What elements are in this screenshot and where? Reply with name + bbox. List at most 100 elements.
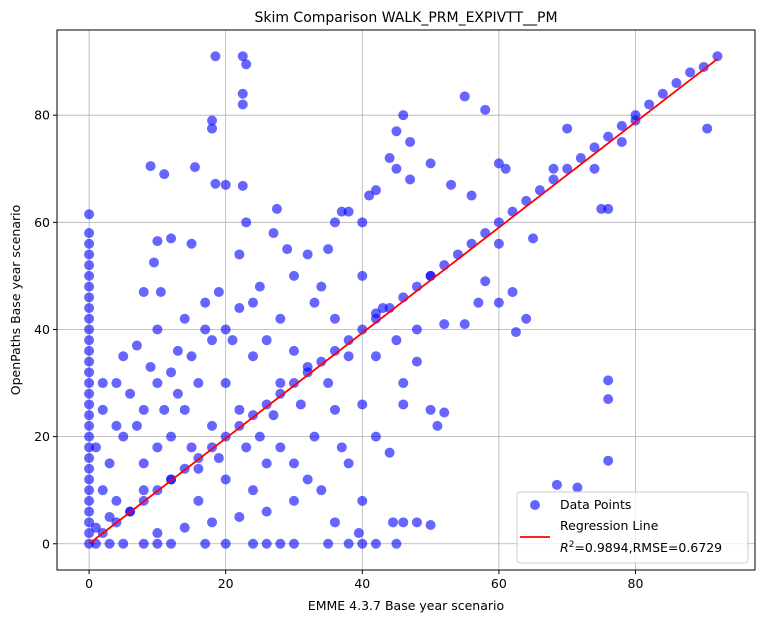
data-point — [118, 431, 129, 442]
data-point — [179, 313, 190, 324]
data-point — [493, 238, 504, 249]
data-point — [131, 420, 142, 431]
data-point — [480, 104, 491, 115]
data-point — [425, 158, 436, 169]
data-point — [398, 399, 409, 410]
y-tick-label: 0 — [42, 536, 50, 551]
data-point — [84, 260, 95, 271]
data-point — [398, 378, 409, 389]
data-point — [84, 281, 95, 292]
data-point — [493, 297, 504, 308]
data-point — [84, 453, 95, 464]
data-point — [391, 126, 402, 137]
data-point — [84, 388, 95, 399]
data-point — [220, 324, 231, 335]
data-point — [288, 538, 299, 549]
data-point — [84, 495, 95, 506]
data-point — [329, 404, 340, 415]
data-point — [411, 356, 422, 367]
data-point — [452, 249, 463, 260]
data-point — [138, 404, 149, 415]
data-point — [572, 482, 583, 493]
data-point — [155, 286, 166, 297]
data-point — [159, 169, 170, 180]
data-point — [84, 517, 95, 528]
data-point — [118, 538, 129, 549]
data-point — [425, 404, 436, 415]
data-point — [261, 506, 272, 517]
data-point — [234, 404, 245, 415]
data-point — [152, 442, 163, 453]
data-point — [336, 206, 347, 217]
data-point — [97, 378, 108, 389]
data-point — [370, 538, 381, 549]
data-point — [575, 153, 586, 164]
data-point — [152, 324, 163, 335]
data-point — [603, 375, 614, 386]
data-point — [316, 281, 327, 292]
data-point — [200, 538, 211, 549]
data-point — [702, 123, 713, 134]
data-point — [329, 345, 340, 356]
y-tick-label: 80 — [34, 108, 50, 123]
data-point — [275, 538, 286, 549]
data-point — [210, 178, 221, 189]
data-point — [302, 249, 313, 260]
data-point — [589, 142, 600, 153]
data-point — [138, 485, 149, 496]
data-point — [521, 195, 532, 206]
legend-r2-rmse: R2=0.9894,RMSE=0.6729 — [560, 540, 722, 555]
data-point — [370, 185, 381, 196]
data-point — [148, 257, 159, 268]
data-point — [241, 442, 252, 453]
data-point — [282, 244, 293, 255]
legend-data-points: Data Points — [560, 497, 631, 512]
data-point — [357, 217, 368, 228]
data-point — [207, 335, 218, 346]
data-point — [261, 335, 272, 346]
data-point — [388, 517, 399, 528]
data-point — [275, 378, 286, 389]
data-point — [166, 367, 177, 378]
x-tick-label: 60 — [491, 576, 507, 591]
data-point — [295, 399, 306, 410]
data-point — [193, 378, 204, 389]
data-point — [466, 238, 477, 249]
data-point — [510, 327, 521, 338]
data-point — [698, 61, 709, 72]
data-point — [548, 163, 559, 174]
data-point — [254, 281, 265, 292]
data-point — [411, 324, 422, 335]
data-point — [671, 78, 682, 89]
data-point — [104, 458, 115, 469]
data-point — [248, 297, 259, 308]
data-point — [84, 209, 95, 220]
data-point — [172, 388, 183, 399]
data-point — [473, 297, 484, 308]
data-point — [84, 378, 95, 389]
data-point — [603, 131, 614, 142]
data-point — [275, 313, 286, 324]
data-point — [323, 378, 334, 389]
data-point — [405, 136, 416, 147]
data-point — [329, 313, 340, 324]
data-point — [288, 458, 299, 469]
data-point — [603, 203, 614, 214]
data-point — [234, 249, 245, 260]
data-point — [323, 244, 334, 255]
data-point — [432, 420, 443, 431]
data-point — [200, 324, 211, 335]
data-point — [84, 485, 95, 496]
data-point — [534, 185, 545, 196]
data-point — [357, 270, 368, 281]
data-point — [288, 378, 299, 389]
data-point — [125, 388, 136, 399]
data-point — [138, 538, 149, 549]
data-point — [84, 463, 95, 474]
data-point — [84, 345, 95, 356]
data-point — [227, 335, 238, 346]
data-point — [84, 292, 95, 303]
data-point — [84, 313, 95, 324]
data-point — [207, 123, 218, 134]
